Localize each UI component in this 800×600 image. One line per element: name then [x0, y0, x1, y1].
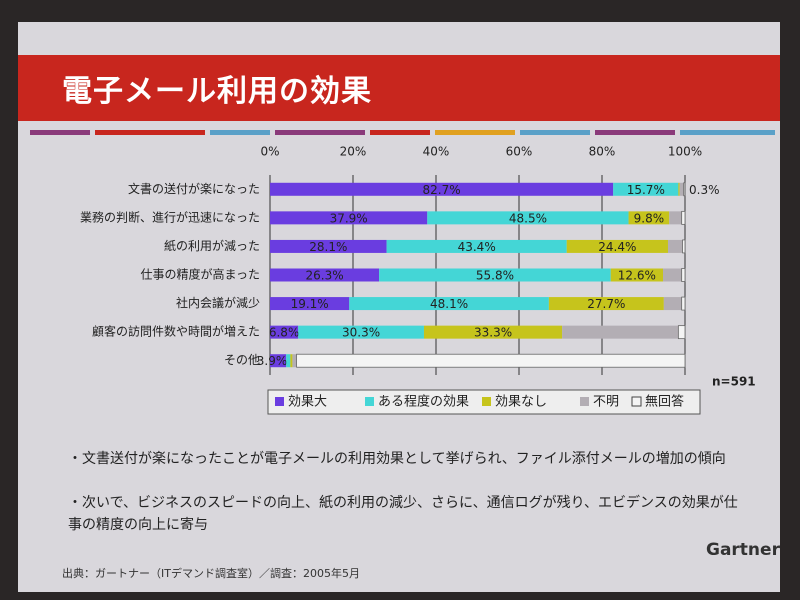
footer: 出典：ガートナー（ITデマンド調査室）／調査：2005年5月: [62, 567, 360, 580]
x-tick-label: 100%: [668, 145, 702, 159]
data-label: 37.9%: [330, 211, 368, 225]
bar-segment: [628, 211, 670, 225]
x-tick-label: 0%: [260, 145, 279, 159]
legend-label: 効果大: [288, 395, 327, 410]
annotation: n=591: [712, 375, 756, 389]
bar-segment: [290, 354, 293, 368]
data-label: 28.1%: [309, 240, 347, 254]
data-label: 19.1%: [291, 297, 329, 311]
title-banner: [18, 55, 780, 121]
slide-title: 電子メール利用の効果: [62, 74, 372, 109]
bar-segment: [427, 211, 629, 225]
y-tick-label: 仕事の精度が高まった: [140, 267, 260, 282]
legend-swatch: [631, 396, 642, 407]
bar-segment: [270, 268, 380, 282]
bar-segment: [663, 268, 682, 282]
data-label: 27.7%: [587, 297, 625, 311]
bar-segment: [270, 239, 387, 253]
bar-segment: [613, 182, 679, 196]
bar-segment: [423, 325, 563, 339]
logo: Gartner: [706, 540, 780, 560]
bar-segment: [562, 325, 679, 339]
y-tick-label: 紙の利用が減った: [164, 238, 260, 253]
bar-segment: [681, 268, 686, 282]
bar-segment: [270, 354, 287, 368]
data-label: 9.8%: [634, 211, 665, 225]
legend-swatch: [482, 397, 491, 406]
bar-segment: [292, 354, 297, 368]
data-label: 15.7%: [627, 183, 665, 197]
y-tick-label: 業務の判断、進行が迅速になった: [80, 209, 260, 224]
bar-segment: [270, 297, 350, 311]
deco-strips: [30, 130, 775, 135]
legend-label: ある程度の効果: [378, 394, 469, 410]
data-label: 0.3%: [689, 183, 720, 197]
data-label: 48.1%: [430, 297, 468, 311]
bar-segment: [566, 239, 668, 253]
bar-segment: [683, 182, 686, 197]
data-label: 43.4%: [458, 240, 496, 254]
data-label: 12.6%: [618, 269, 656, 283]
legend-label: 無回答: [645, 394, 684, 410]
bar-segment: [681, 210, 686, 225]
x-tick-label: 20%: [340, 145, 367, 159]
y-tick-label: その他: [224, 353, 260, 367]
legend-swatch: [275, 397, 284, 406]
x-tick-label: 60%: [506, 145, 533, 159]
legend-swatch: [365, 397, 374, 406]
data-label: 48.5%: [509, 211, 547, 225]
bar-segment: [286, 354, 291, 368]
bar-segment: [678, 182, 680, 196]
bar-segment: [679, 182, 684, 196]
bar-segment: [677, 325, 686, 340]
data-label: 82.7%: [423, 183, 461, 197]
bar-segment: [270, 325, 299, 339]
legend-label: 効果なし: [495, 395, 547, 410]
x-tick-label: 80%: [589, 145, 616, 159]
data-label: 55.8%: [476, 269, 514, 283]
bar-segment: [296, 353, 686, 368]
bar-segment: [682, 239, 686, 254]
legend-swatch: [580, 397, 589, 406]
bar-segment: [669, 211, 682, 225]
y-tick-label: 社内会議が減少: [176, 295, 260, 310]
bar-segment: [667, 239, 683, 253]
bar-segment: [349, 297, 549, 311]
y-tick-label: 顧客の訪問件数や時間が増えた: [92, 324, 260, 339]
bar-segment: [386, 239, 567, 253]
legend-label: 不明: [593, 395, 619, 410]
data-label: 24.4%: [598, 240, 636, 254]
bar-segment: [270, 211, 428, 225]
bar-segment: [663, 297, 682, 311]
bar-segment: [681, 296, 686, 311]
bar-segment: [270, 182, 614, 196]
data-label: 6.8%: [269, 326, 300, 340]
bar-segment: [298, 325, 424, 339]
y-tick-label: 文書の送付が楽になった: [128, 181, 260, 196]
bar-segment: [610, 268, 664, 282]
bullet: ・文書送付が楽になったことが電子メールの利用効果として挙げられ、ファイル添付メー…: [68, 451, 726, 467]
bar-segment: [548, 297, 664, 311]
data-label: 3.9%: [257, 354, 288, 368]
bar-segment: [379, 268, 611, 282]
bullet: ・次いで、ビジネスのスピードの向上、紙の利用の減少、さらに、通信ログが残り、エビ…: [68, 495, 738, 533]
data-label: 30.3%: [342, 326, 380, 340]
x-tick-label: 40%: [423, 145, 450, 159]
data-label: 26.3%: [306, 269, 344, 283]
data-label: 33.3%: [474, 326, 512, 340]
